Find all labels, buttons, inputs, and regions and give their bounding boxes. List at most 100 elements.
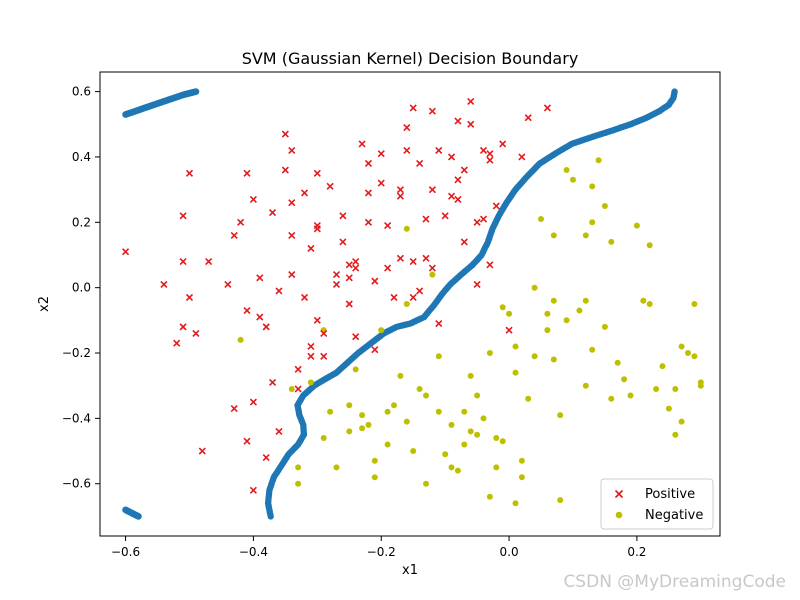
positive-point xyxy=(428,107,436,115)
positive-point xyxy=(307,342,315,351)
positive-point xyxy=(192,329,200,337)
positive-point xyxy=(371,277,379,285)
chart-title: SVM (Gaussian Kernel) Decision Boundary xyxy=(242,49,579,68)
negative-point xyxy=(327,408,334,415)
negative-point xyxy=(346,402,353,409)
negative-point xyxy=(633,222,640,229)
positive-point xyxy=(269,208,277,217)
boundary-point xyxy=(192,88,200,95)
positive-point xyxy=(403,123,411,132)
negative-point xyxy=(550,356,557,363)
positive-point xyxy=(428,186,436,194)
positive-point xyxy=(230,404,238,413)
y-axis-label: x2 xyxy=(37,296,52,312)
negative-point xyxy=(435,408,442,415)
positive-point xyxy=(313,316,321,324)
negative-point xyxy=(365,421,372,428)
plot-area xyxy=(122,88,704,520)
positive-point xyxy=(467,97,475,105)
positive-point xyxy=(364,159,373,168)
negative-point xyxy=(352,366,359,373)
positive-point xyxy=(300,189,309,197)
positive-point xyxy=(275,287,283,295)
negative-point xyxy=(589,219,596,226)
positive-point xyxy=(377,150,385,158)
negative-point xyxy=(608,238,615,245)
positive-point xyxy=(339,212,347,220)
negative-point xyxy=(486,350,493,356)
positive-point xyxy=(358,140,366,148)
negative-point xyxy=(512,369,519,376)
negative-point xyxy=(403,301,410,307)
negative-point xyxy=(601,323,608,330)
positive-point xyxy=(288,271,296,279)
positive-point xyxy=(224,280,232,288)
negative-point xyxy=(461,408,468,415)
negative-point xyxy=(538,216,544,222)
negative-point xyxy=(416,386,423,392)
negative-point xyxy=(627,392,634,399)
negative-point xyxy=(518,474,525,481)
y-tick-label: −0.2 xyxy=(62,346,91,360)
positive-point xyxy=(486,156,494,164)
negative-point xyxy=(531,284,538,291)
legend-marker-negative xyxy=(615,511,623,519)
negative-point xyxy=(435,353,442,360)
negative-point xyxy=(576,307,583,314)
negative-point xyxy=(288,386,295,392)
positive-point xyxy=(320,352,328,360)
positive-point xyxy=(281,166,289,174)
positive-point xyxy=(486,150,494,158)
positive-point xyxy=(237,218,245,226)
positive-point xyxy=(409,104,417,112)
positive-point xyxy=(467,120,475,128)
positive-point xyxy=(403,146,411,154)
negative-point xyxy=(557,412,564,419)
negative-point xyxy=(653,386,660,392)
x-tick-label: −0.4 xyxy=(239,545,268,559)
negative-point xyxy=(423,480,429,487)
negative-point xyxy=(685,350,691,356)
positive-point xyxy=(396,186,404,194)
negative-point xyxy=(550,297,557,304)
negative-point xyxy=(493,435,500,441)
negative-point xyxy=(646,301,653,307)
positive-point xyxy=(243,169,251,177)
positive-point xyxy=(173,339,181,347)
negative-point xyxy=(397,372,404,379)
negative-point xyxy=(518,457,525,464)
positive-point xyxy=(345,274,353,282)
negative-point xyxy=(621,376,628,383)
negative-point xyxy=(589,346,596,353)
positive-point xyxy=(473,218,481,226)
negative-point xyxy=(423,392,429,399)
negative-point xyxy=(499,438,506,445)
negative-point xyxy=(454,467,461,474)
positive-point xyxy=(339,238,347,246)
positive-point xyxy=(288,199,296,207)
positive-point xyxy=(326,182,334,190)
negative-point xyxy=(678,418,685,425)
x-tick-label: −0.2 xyxy=(367,545,396,559)
negative-point xyxy=(595,157,602,164)
positive-point xyxy=(352,257,360,266)
watermark-text: CSDN @MyDreamingCode xyxy=(563,572,786,592)
axes-ticks: −0.6 −0.4 −0.2 0.0 0.2 −0.6 −0.4 −0.2 0.0 0.2 0.4 0… xyxy=(62,85,647,559)
negative-point xyxy=(410,448,417,454)
positive-point xyxy=(499,140,507,148)
negative-point xyxy=(486,493,493,500)
negative-point xyxy=(563,317,570,324)
negative-point xyxy=(525,395,532,402)
positive-point xyxy=(307,244,315,253)
positive-point xyxy=(447,153,456,161)
legend-box xyxy=(600,478,714,530)
positive-point xyxy=(460,166,468,174)
negative-point xyxy=(544,327,551,334)
positive-point xyxy=(524,114,532,122)
positive-point xyxy=(294,365,302,373)
positive-point xyxy=(543,104,551,112)
negative-point xyxy=(672,386,679,392)
x-axis-label: x1 xyxy=(402,563,418,578)
negative-point xyxy=(589,183,596,190)
negative-point xyxy=(467,428,474,435)
